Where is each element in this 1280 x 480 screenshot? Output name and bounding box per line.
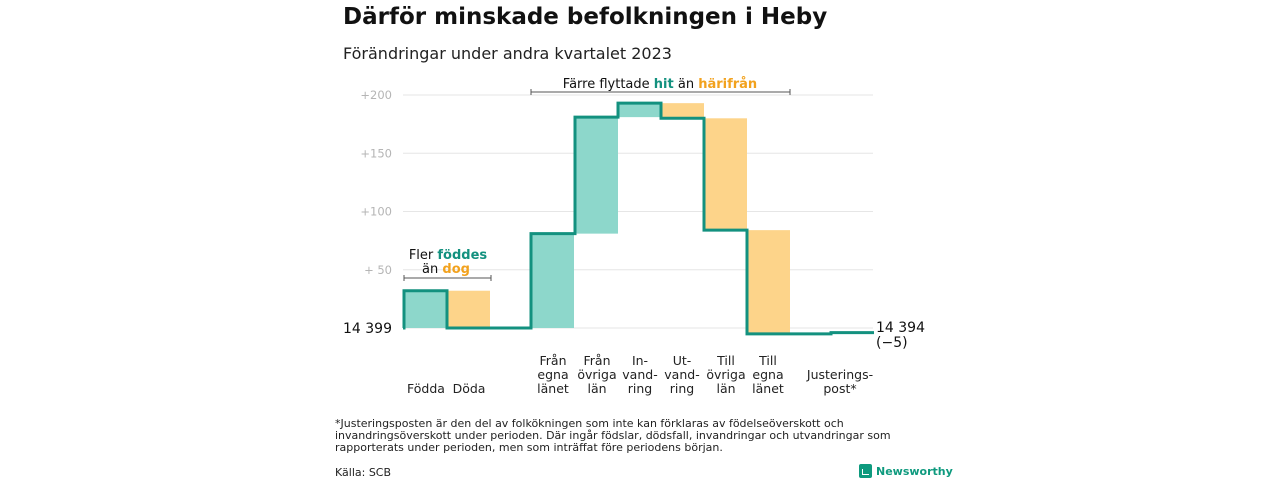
bar-från-övriga-län: [575, 117, 618, 234]
annotation-text: än: [422, 262, 442, 277]
category-label: län: [716, 381, 735, 396]
start-value-label: 14 399: [343, 321, 392, 337]
category-label: vand-: [622, 367, 657, 382]
category-label: Till: [758, 353, 777, 368]
annotation-text: Färre flyttade: [563, 77, 654, 92]
y-tick-label: + 50: [364, 263, 392, 277]
bar-till-övriga-län: [704, 118, 747, 231]
end-labels: 14 399 14 394(−5): [343, 320, 925, 351]
category-label: ring: [670, 381, 694, 396]
bar-invandring: [618, 103, 661, 118]
brand-name: Newsworthy: [876, 464, 953, 478]
y-tick-label: +150: [360, 146, 392, 160]
category-label: övriga: [706, 367, 745, 382]
annotation-highlight: hit: [654, 77, 674, 92]
bar-till-egna-länet: [747, 230, 790, 334]
y-tick-label: +100: [360, 205, 392, 219]
bar-utvandring: [661, 103, 704, 119]
category-label: Döda: [453, 381, 486, 396]
annotation-highlight: härifrån: [698, 77, 757, 92]
category-label: län: [587, 381, 606, 396]
end-change-label: (−5): [876, 335, 908, 351]
end-value-label: 14 394: [876, 320, 925, 336]
bar-döda: [447, 290, 490, 328]
category-label: övriga: [577, 367, 616, 382]
annotation-text: än: [674, 77, 698, 92]
category-label: vand-: [664, 367, 699, 382]
annotation-births-line1: Fler föddes: [409, 248, 488, 263]
bar-från-egna-länet: [531, 233, 574, 328]
annotation-highlight: föddes: [437, 248, 487, 263]
footnote: *Justeringsposten är den del av folkökni…: [335, 417, 891, 454]
brand-logo[interactable]: Newsworthy: [859, 463, 953, 479]
category-label: Till: [716, 353, 735, 368]
bars: [404, 103, 790, 334]
category-label: Från: [583, 353, 610, 368]
category-label: Ut-: [673, 353, 692, 368]
category-labels: Födda DödaFrånegnalänetFrånövrigalänIn-va…: [407, 353, 873, 396]
category-label: Justerings-: [806, 367, 873, 382]
chart-title: Därför minskade befolkningen i Heby: [343, 4, 828, 30]
annotation-migration: Färre flyttade hit än härifrån: [563, 77, 757, 92]
chart-logo-icon: [859, 464, 872, 478]
bar-födda: [404, 290, 447, 328]
category-label: länet: [537, 381, 569, 396]
source-label: Källa: SCB: [335, 466, 392, 479]
category-label: länet: [752, 381, 784, 396]
step-line: [402, 101, 874, 336]
y-tick-label: +200: [360, 88, 392, 102]
category-label: Från: [539, 353, 566, 368]
y-tick-labels: + 50 +100 +150 +200: [360, 88, 392, 277]
category-label: In-: [632, 353, 648, 368]
annotation-text: Fler: [409, 248, 438, 263]
category-label: post*: [823, 381, 856, 396]
category-label: ring: [628, 381, 652, 396]
annotation-births-line2: än dog: [422, 262, 470, 277]
chart-subtitle: Förändringar under andra kvartalet 2023: [343, 44, 672, 63]
cumulative-step-line: [402, 101, 874, 336]
category-label: Födda: [407, 381, 445, 396]
category-label: egna: [752, 367, 783, 382]
annotation-highlight: dog: [442, 262, 470, 277]
category-label: egna: [537, 367, 568, 382]
